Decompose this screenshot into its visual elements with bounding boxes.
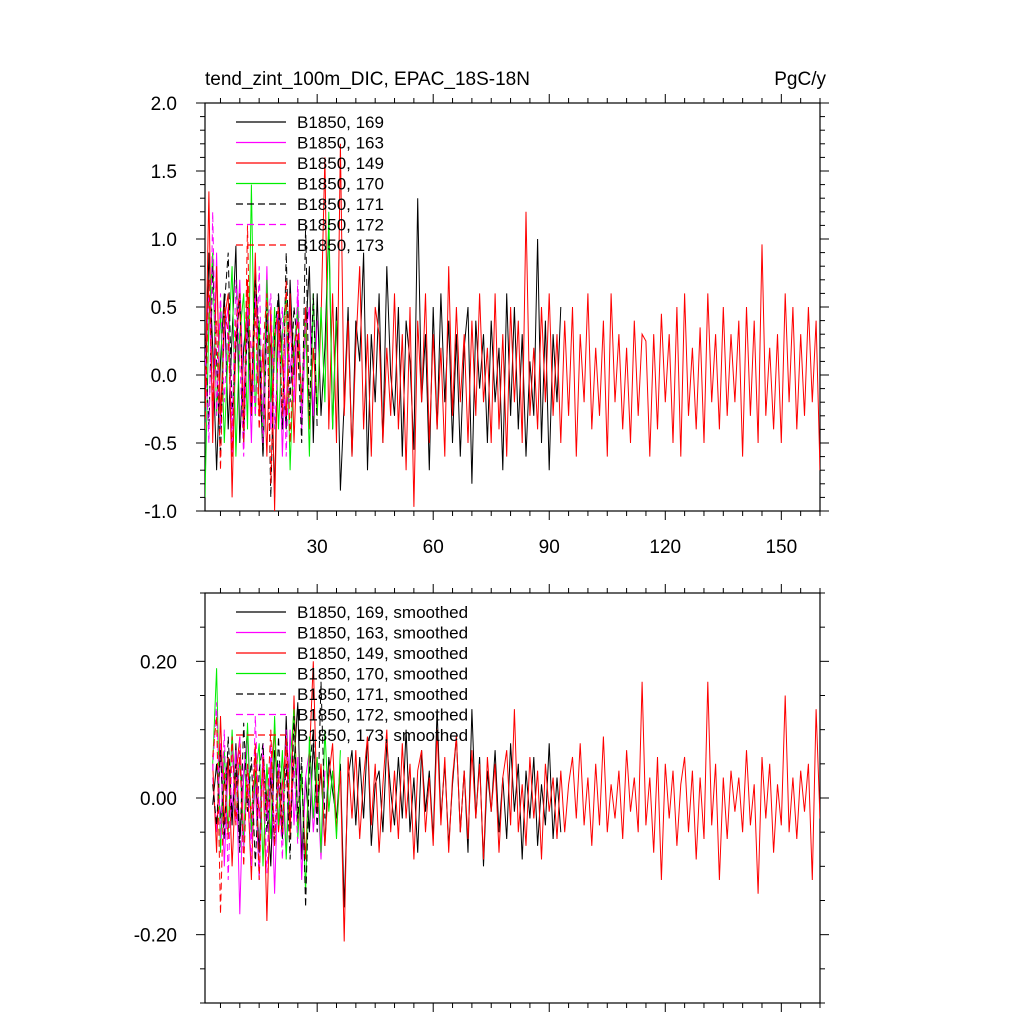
legend-label: B1850, 173, smoothed	[297, 726, 468, 745]
x-tick-label: 120	[649, 537, 681, 558]
y-tick-label: -1.0	[144, 502, 177, 523]
legend-label: B1850, 172, smoothed	[297, 706, 468, 725]
legend-label: B1850, 172	[297, 216, 384, 235]
x-tick-label: 60	[423, 537, 444, 558]
series-group	[212, 661, 820, 942]
chart-title: tend_zint_100m_DIC, EPAC_18S-18N	[205, 69, 530, 90]
legend-label: B1850, 171, smoothed	[297, 685, 468, 704]
x-tick-label: 90	[539, 537, 560, 558]
y-tick-label: 1.5	[151, 162, 177, 183]
legend-label: B1850, 149, smoothed	[297, 644, 468, 663]
legend-label: B1850, 170	[297, 175, 384, 194]
y-tick-label: 1.0	[151, 230, 177, 251]
x-tick-label: 30	[307, 537, 328, 558]
y-tick-label: 2.0	[151, 94, 177, 115]
y-tick-label: -0.20	[134, 926, 177, 947]
top-panel: 30 60 90 120 150 -1.0 -0.5 0.0 0.5 1.0 1.5 2.0 B1850…	[144, 94, 829, 558]
legend-label: B1850, 163	[297, 134, 384, 153]
legend-label: B1850, 149	[297, 154, 384, 173]
y-tick-label: 0.5	[151, 298, 177, 319]
legend-label: B1850, 170, smoothed	[297, 665, 468, 684]
y-tick-label: 0.00	[140, 789, 177, 810]
series-line-6	[205, 225, 303, 484]
series-line-3	[212, 668, 341, 894]
y-tick-label: 0.20	[140, 652, 177, 673]
y-tick-label: -0.5	[144, 434, 177, 455]
legend-label: B1850, 171	[297, 195, 384, 214]
series-line-5	[205, 211, 307, 457]
y-tick-label: 0.0	[151, 366, 177, 387]
series-line-6	[212, 715, 295, 915]
chart-units: PgC/y	[774, 69, 826, 90]
series-line-2	[212, 661, 820, 942]
legend-label: B1850, 169	[297, 113, 384, 132]
bottom-panel: -0.20 0.00 0.20 B1850, 169, smoothed B1850, …	[134, 584, 829, 1012]
x-tick-label: 150	[765, 537, 797, 558]
series-group	[205, 143, 820, 511]
legend-label: B1850, 173	[297, 236, 384, 255]
legend-label: B1850, 163, smoothed	[297, 624, 468, 643]
legend-label: B1850, 169, smoothed	[297, 603, 468, 622]
